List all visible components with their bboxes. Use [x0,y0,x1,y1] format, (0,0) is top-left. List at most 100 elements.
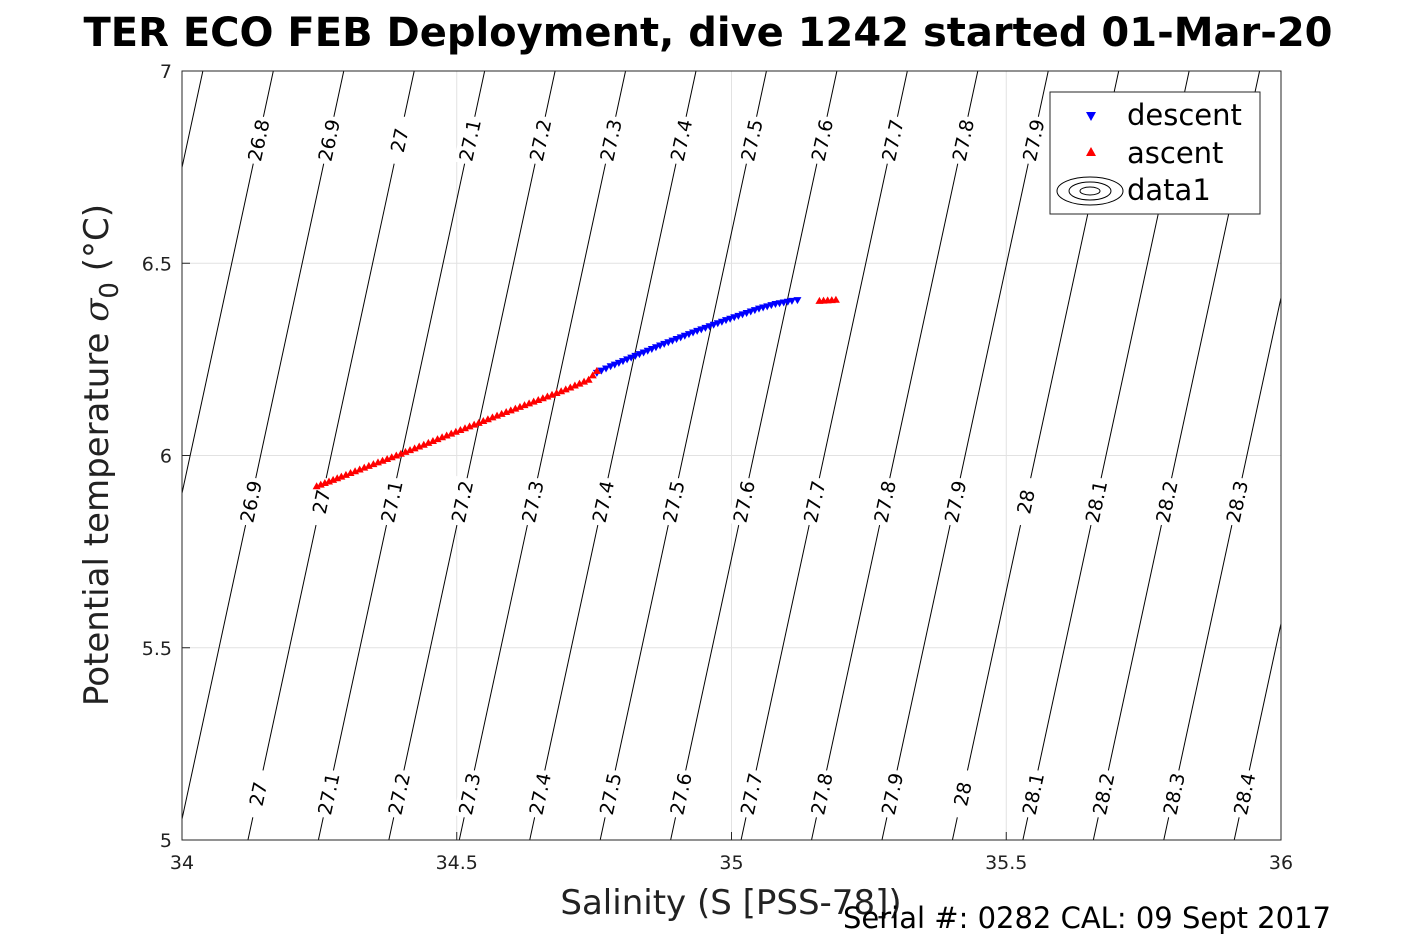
ascent-point [566,383,575,391]
contour-label-bg [1150,475,1183,528]
sigma-contour-line [529,71,697,840]
contour-label-bg [234,475,267,528]
contour-label-bg [242,114,275,166]
contour-label-bg [805,768,838,820]
contour-label: 27.2 [382,768,415,820]
sigma-contour-line [670,71,838,840]
sigma-contour-line [247,71,415,840]
descent-point [660,340,669,348]
contour-label-text: 28.1 [1082,479,1112,525]
descent-point [676,334,685,342]
descent-point [647,345,656,353]
ascent-point [483,415,492,423]
contour-label-text: 27.5 [737,117,767,163]
contour-label-text: 27.6 [666,771,696,817]
ascent-point [465,422,474,430]
contour-label-bg [735,768,767,820]
contour-label-text: 27.6 [730,479,760,525]
contour-label-bg [664,768,697,820]
ascent-point [337,472,346,480]
ascent-point [570,381,579,389]
sigma-contour-line [1163,295,1281,840]
descent-point [623,356,632,364]
ascent-point [433,435,442,443]
y-tick-label: 6.5 [142,253,172,275]
contour-label: 27.6 [806,114,838,166]
contour-label: 27.8 [868,475,901,528]
contour-label-text: 27.8 [807,771,837,817]
sigma-contour-line [881,71,1049,840]
descent-point [610,361,619,369]
contour-label: 27.2 [524,114,556,166]
y-axis-label: Potential temperature σ0 (°C) [77,204,125,706]
ascent-point [419,440,428,448]
contour-label-bg [1087,768,1120,820]
contour-label-text: 27.2 [448,479,478,525]
axis-ticks: 34 34.5 35 35.5 36 5 5.5 6 6.5 7 [142,61,1293,874]
ascent-point [406,446,415,454]
descent-point [693,327,702,335]
ascent-point [497,409,506,417]
descent-point [597,367,606,375]
contour-label-bg [798,475,831,528]
x-tick-label: 34 [170,852,194,874]
contour-label: 28.2 [1150,475,1183,528]
contour-label-text: 27.2 [385,771,415,817]
ascent-point [488,413,497,421]
contour-label-bg [946,768,979,820]
contour-label-bg [446,475,478,528]
ascent-point [557,387,566,395]
data-series [312,295,840,490]
descent-point [643,347,652,355]
ascent-point [479,417,488,425]
contour-label-bg [242,768,274,820]
contour-label: 27.8 [805,768,838,820]
descent-point [793,297,802,305]
contour-label: 27.3 [453,768,485,820]
sigma-contour-line [811,71,979,840]
contour-label-bg [868,475,901,528]
contour-label-text: 27.9 [1019,117,1049,163]
legend-box [1049,91,1261,215]
contour-label-bg [516,475,549,528]
contour-label-text: 28 [1013,488,1040,516]
sigma-contour-line [182,71,345,822]
contour-label-bg [1017,768,1049,820]
ascent-point [575,379,584,387]
ascent-point [355,465,364,473]
descent-point [618,358,627,366]
contour-label: 27.5 [735,114,768,166]
ascent-point [588,371,597,379]
contour-label: 27.4 [665,114,697,166]
ascent-point [456,425,465,433]
contour-label: 27.8 [947,114,979,166]
contour-label-text: 27.1 [314,771,344,817]
descent-point [631,352,640,360]
contour-label-text: 28.4 [1230,771,1260,817]
contour-labels: 26.8 26.9 26.9 27 27 27 27.1 27.1 27.1 27.2 27.2 27… [234,114,1261,820]
contour-label: 27.5 [657,475,690,528]
contour-label-text: 27.4 [589,479,619,525]
ascent-point [592,366,601,374]
ascent-point [493,411,502,419]
contour-label-bg [876,768,908,820]
contour-label: 27.5 [594,768,626,820]
contour-label-text: 27.3 [518,479,548,525]
x-tick-label: 36 [1269,852,1293,874]
ascent-point [351,467,360,475]
legend-ascent-label: ascent [1127,136,1223,170]
legend-descent-label: descent [1127,98,1242,132]
ascent-point [415,442,424,450]
contour-label: 27.1 [312,768,345,820]
ascent-point [447,429,456,437]
contour-label-bg [383,114,416,166]
descent-point [627,354,636,362]
contour-label-bg [806,114,838,166]
ascent-point [392,451,401,459]
contour-label-text: 28.1 [1019,771,1049,817]
ascent-point [451,427,460,435]
legend: descent ascent data1 [1049,91,1261,215]
sigma-contour-line [458,71,627,840]
descent-point [713,320,722,328]
contour-label-bg [524,114,556,166]
